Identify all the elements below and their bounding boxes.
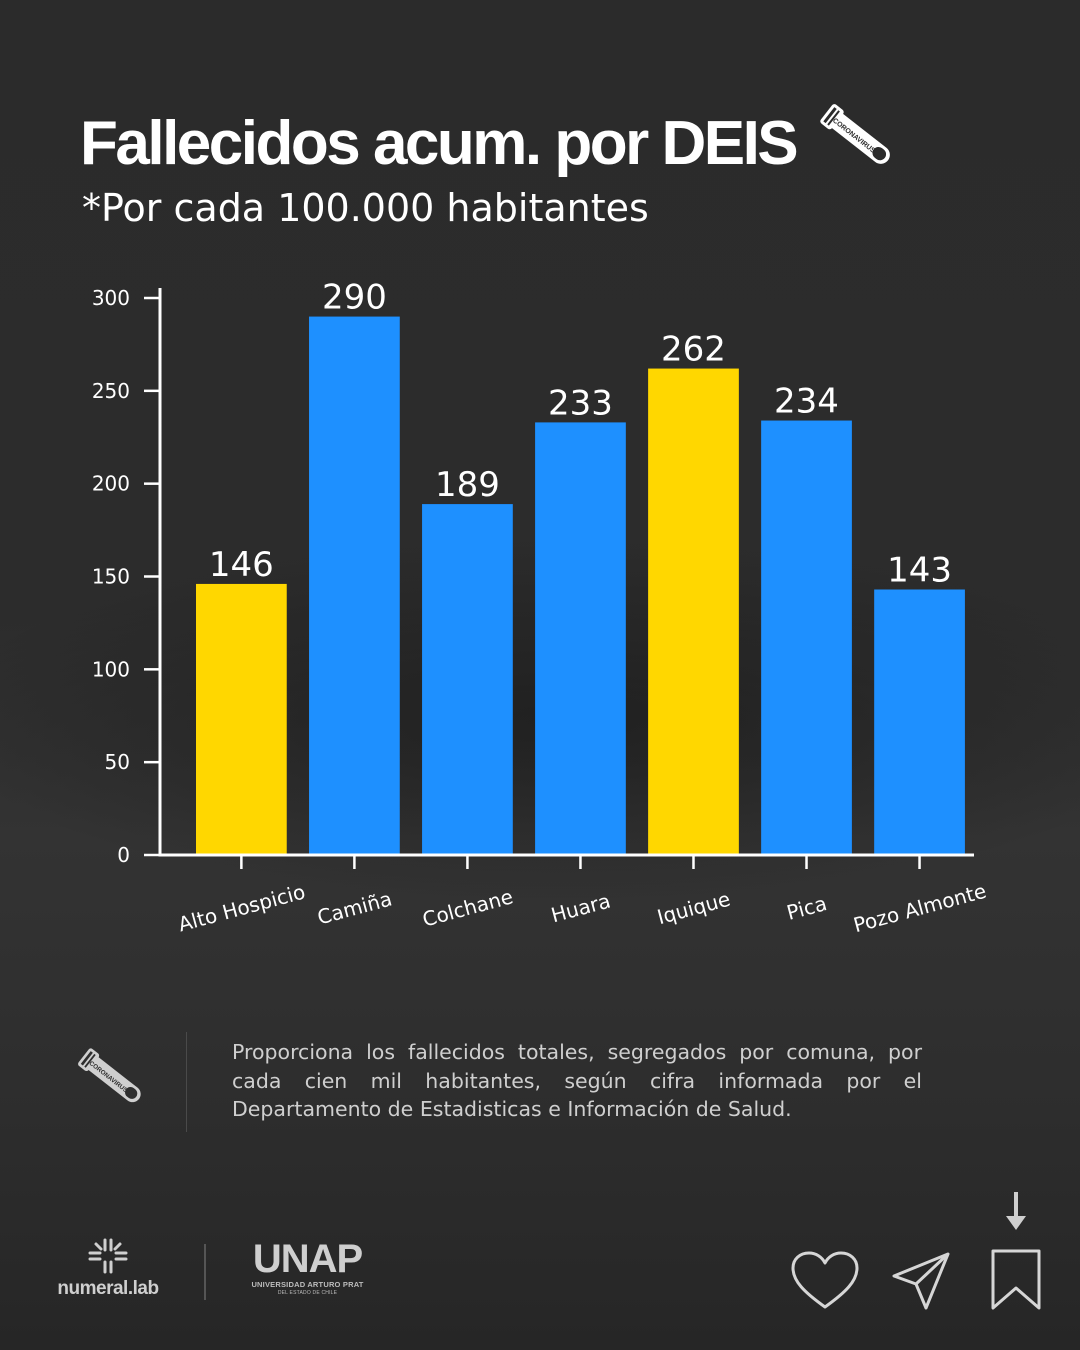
subtitle-number: 100.000 [277, 186, 435, 230]
numeral-lab-logo: numeral.lab [48, 1236, 168, 1302]
x-tick-label: Alto Hospicio [176, 879, 308, 936]
bar-pica [761, 420, 852, 855]
subtitle-suffix: habitantes [434, 186, 649, 230]
description-divider [186, 1032, 187, 1132]
arrow-down-icon [1006, 1192, 1026, 1230]
y-tick-label: 100 [92, 657, 130, 681]
unap-logo: UNAP UNIVERSIDAD ARTURO PRAT DEL ESTADO … [250, 1238, 365, 1298]
brand-divider [204, 1244, 206, 1300]
unap-wordmark: UNAP [252, 1237, 363, 1281]
bar-huara [535, 422, 626, 855]
heart-icon[interactable] [790, 1250, 860, 1312]
test-tube-icon: CORONAVIRUS [820, 104, 890, 164]
bar-value-label: 189 [435, 465, 500, 505]
x-tick-label: Huara [548, 889, 613, 928]
bookmark-icon[interactable] [988, 1248, 1044, 1312]
test-tube-icon-small: CORONAVIRUS [78, 1048, 141, 1103]
description-text: Proporciona los fallecidos totales, segr… [232, 1040, 922, 1121]
y-tick-label: 200 [92, 472, 130, 496]
paper-plane-icon[interactable] [890, 1250, 952, 1312]
y-tick-label: 50 [105, 750, 130, 774]
page-title: Fallecidos acum. por DEIS [80, 109, 799, 178]
unap-subtitle: UNIVERSIDAD ARTURO PRAT [251, 1280, 364, 1289]
y-tick-label: 150 [92, 565, 130, 589]
bar-cami-a [309, 316, 400, 855]
numeral-lab-wordmark: numeral.lab [57, 1278, 159, 1299]
y-tick-label: 0 [117, 843, 130, 867]
x-tick-label: Colchane [420, 884, 516, 931]
bar-value-label: 146 [209, 545, 274, 585]
unap-subtitle-2: DEL ESTADO DE CHILE [277, 1290, 338, 1296]
numeral-lab-mark-icon [88, 1238, 128, 1274]
page-subtitle: *Por cada 100.000 habitantes [82, 186, 649, 230]
subtitle-prefix: *Por cada [82, 186, 278, 230]
x-tick-label: Pica [784, 891, 829, 925]
x-tick-label: Pozo Almonte [851, 879, 989, 938]
bar-value-label: 290 [322, 278, 387, 318]
bar-colchane [422, 504, 513, 855]
x-tick-label: Camiña [315, 887, 395, 930]
bar-chart: 146 Alto Hospicio 290 Camiña 189 Colchane 233 H… [92, 278, 989, 938]
bar-value-label: 234 [774, 382, 839, 422]
bar-value-label: 143 [887, 550, 952, 590]
bar-iquique [648, 368, 739, 855]
bar-alto-hospicio [196, 583, 287, 855]
x-tick-label: Iquique [655, 887, 733, 929]
bar-pozo-almonte [874, 589, 965, 855]
y-tick-label: 250 [92, 379, 130, 403]
y-tick-label: 300 [92, 286, 130, 310]
bar-value-label: 262 [661, 330, 726, 370]
bar-value-label: 233 [548, 383, 613, 423]
